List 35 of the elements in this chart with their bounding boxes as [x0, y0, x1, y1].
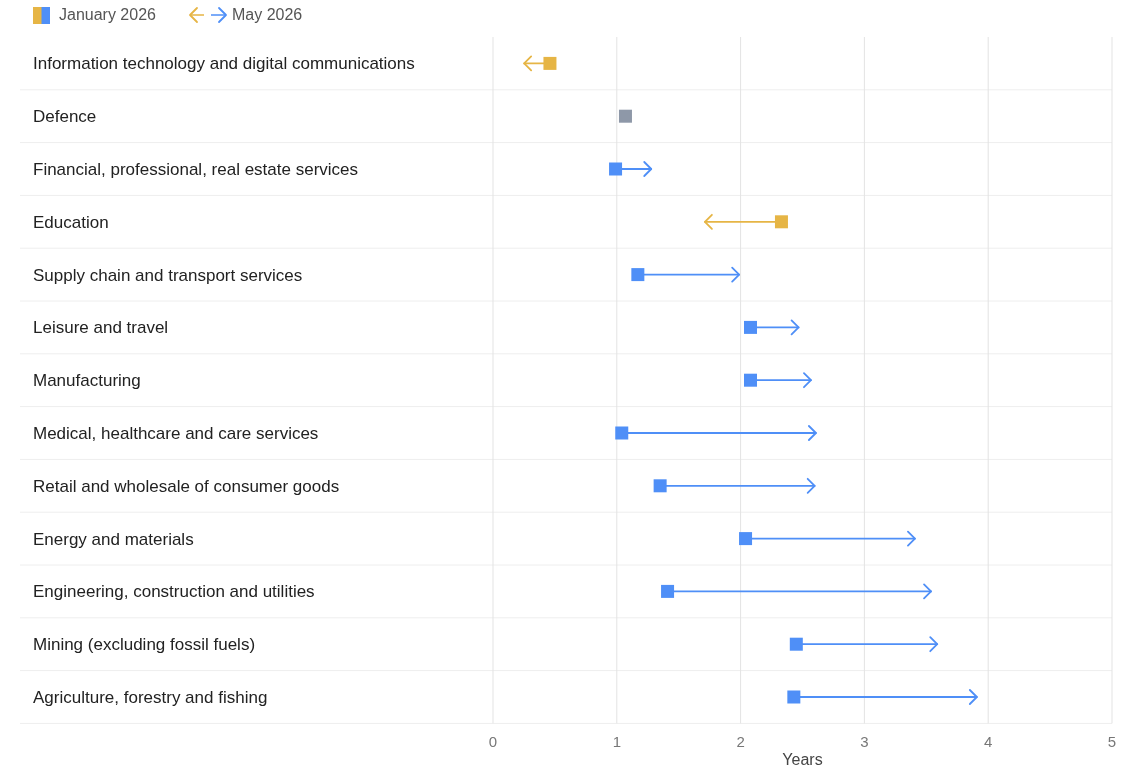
point	[787, 690, 801, 704]
y-tick-label: Mining (excluding fossil fuels)	[33, 635, 256, 655]
x-axis-title: Years	[782, 751, 823, 768]
y-tick-label: Financial, professional, real estate services	[33, 160, 359, 179]
x-tick-label: 0	[488, 733, 498, 751]
point	[774, 215, 788, 229]
y-tick-label: Information technology and digital communications	[33, 54, 415, 74]
point	[744, 373, 757, 387]
y-tick-label: Defence	[33, 107, 97, 127]
x-tick-label: 2	[736, 733, 745, 751]
y-tick-label: Medical, healthcare and care services	[33, 424, 319, 443]
x-tick-label: 1	[612, 733, 621, 751]
point	[631, 268, 645, 282]
x-tick-label: 5	[1107, 733, 1117, 751]
y-tick-label: Leisure and travel	[33, 318, 169, 338]
point	[744, 320, 757, 334]
point	[618, 109, 632, 123]
y-tick-label: Energy and materials	[33, 529, 194, 549]
y-tick-label: Supply chain and transport services	[33, 265, 303, 285]
y-tick-label: Agriculture, forestry and fishing	[33, 688, 268, 707]
legend-label: May 2026	[232, 6, 303, 23]
x-tick-label: 4	[984, 733, 993, 751]
legend-label: January 2026	[59, 6, 157, 23]
y-tick-label: Engineering, construction and utilities	[33, 582, 315, 602]
point	[789, 637, 803, 651]
point	[739, 532, 753, 546]
point	[543, 56, 557, 70]
y-tick-label: Education	[33, 212, 109, 232]
point	[609, 162, 623, 176]
y-tick-label: Retail and wholesale of consumer goods	[33, 476, 340, 496]
point	[653, 479, 667, 493]
point	[615, 426, 629, 440]
x-tick-label: 3	[860, 733, 869, 751]
y-tick-label: Manufacturing	[33, 371, 141, 391]
point	[661, 584, 675, 598]
